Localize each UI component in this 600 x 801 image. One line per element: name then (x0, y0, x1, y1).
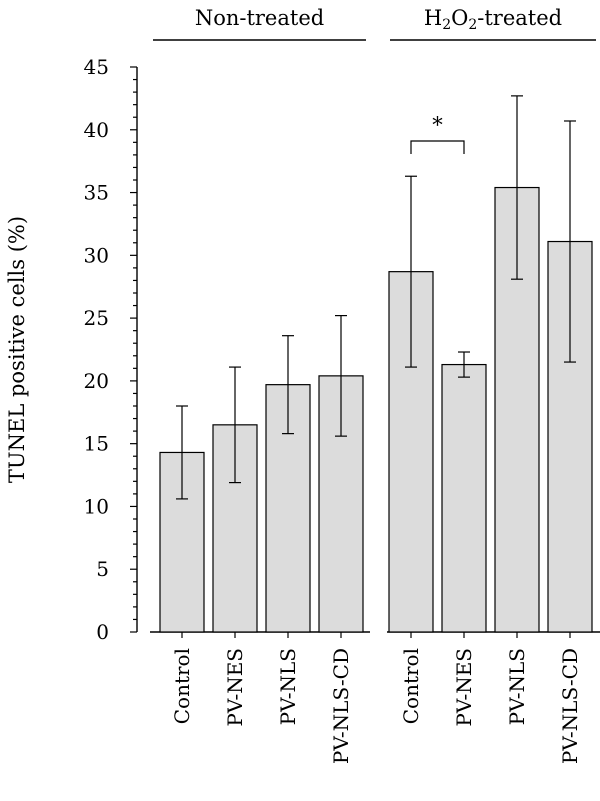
bar (441, 363, 487, 633)
group-label: H2O2-treated (424, 6, 562, 33)
y-tick-label: 40 (84, 118, 109, 142)
bracket-line (410, 140, 465, 154)
group-label-part: Non-treated (195, 6, 324, 30)
significance-bracket: * (410, 113, 465, 154)
y-tick-label: 15 (84, 432, 109, 456)
group-label-part: O (451, 6, 468, 30)
y-tick-label: 25 (84, 306, 109, 330)
x-tick-label: PV-NLS (276, 648, 300, 725)
y-tick-label: 30 (84, 243, 109, 267)
group-label-subscript: 2 (468, 17, 477, 33)
y-tick-label: 20 (84, 369, 109, 393)
y-axis: 0 5 10 15 20 25 30 35 40 45 (84, 55, 138, 644)
group-label-part: H (424, 6, 442, 30)
y-tick-label: 45 (84, 55, 109, 79)
y-tick-label: 0 (96, 620, 109, 644)
group-label-part: -treated (477, 6, 562, 30)
x-tick-label: Control (399, 648, 423, 724)
x-tick-label: PV-NLS-CD (329, 648, 353, 764)
x-tick-label: PV-NES (452, 648, 476, 727)
y-axis-label: TUNEL positive cells (%) (5, 216, 29, 483)
bar (388, 271, 434, 633)
x-tick-label: PV-NLS (505, 648, 529, 725)
y-tick-label: 35 (84, 181, 109, 205)
y-tick-label: 10 (84, 494, 109, 518)
significance-marker: * (432, 113, 443, 137)
x-tick-label: Control (170, 648, 194, 724)
group-label: Non-treated (195, 6, 324, 30)
x-tick-label: PV-NES (223, 648, 247, 727)
bar-group: Non-treated Control PV-NES PV-NLS PV-NLS-CD (150, 6, 370, 764)
group-label-subscript: 2 (442, 17, 451, 33)
y-tick-label: 5 (96, 557, 109, 581)
x-tick-label: PV-NLS-CD (558, 648, 582, 764)
bar-groups: Non-treated Control PV-NES PV-NLS PV-NLS-CD H… (150, 6, 600, 764)
